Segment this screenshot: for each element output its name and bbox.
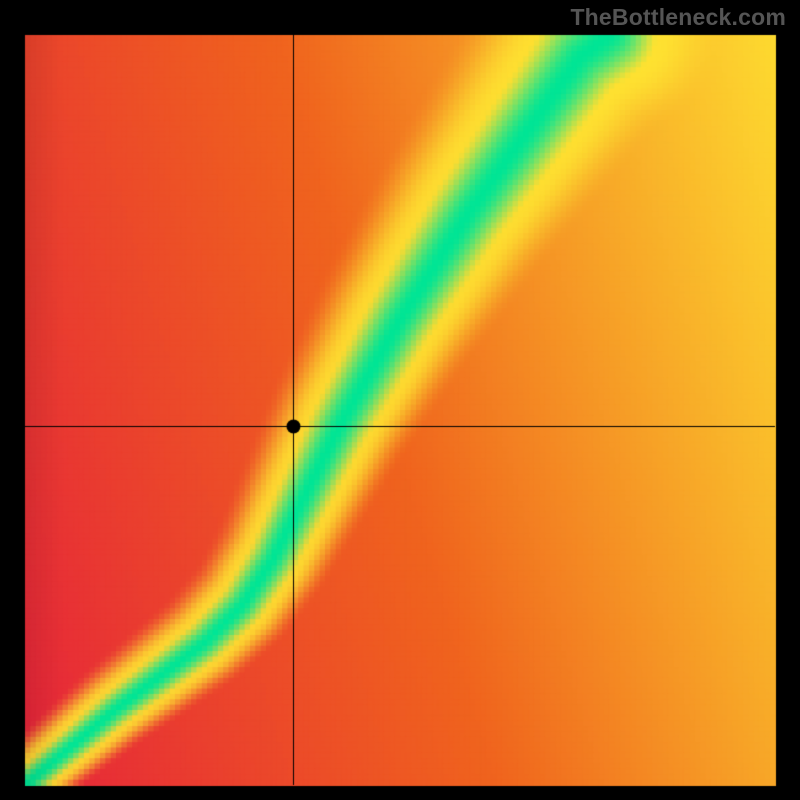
watermark-text: TheBottleneck.com — [570, 4, 786, 31]
bottleneck-heatmap — [0, 0, 800, 800]
page-root: TheBottleneck.com — [0, 0, 800, 800]
